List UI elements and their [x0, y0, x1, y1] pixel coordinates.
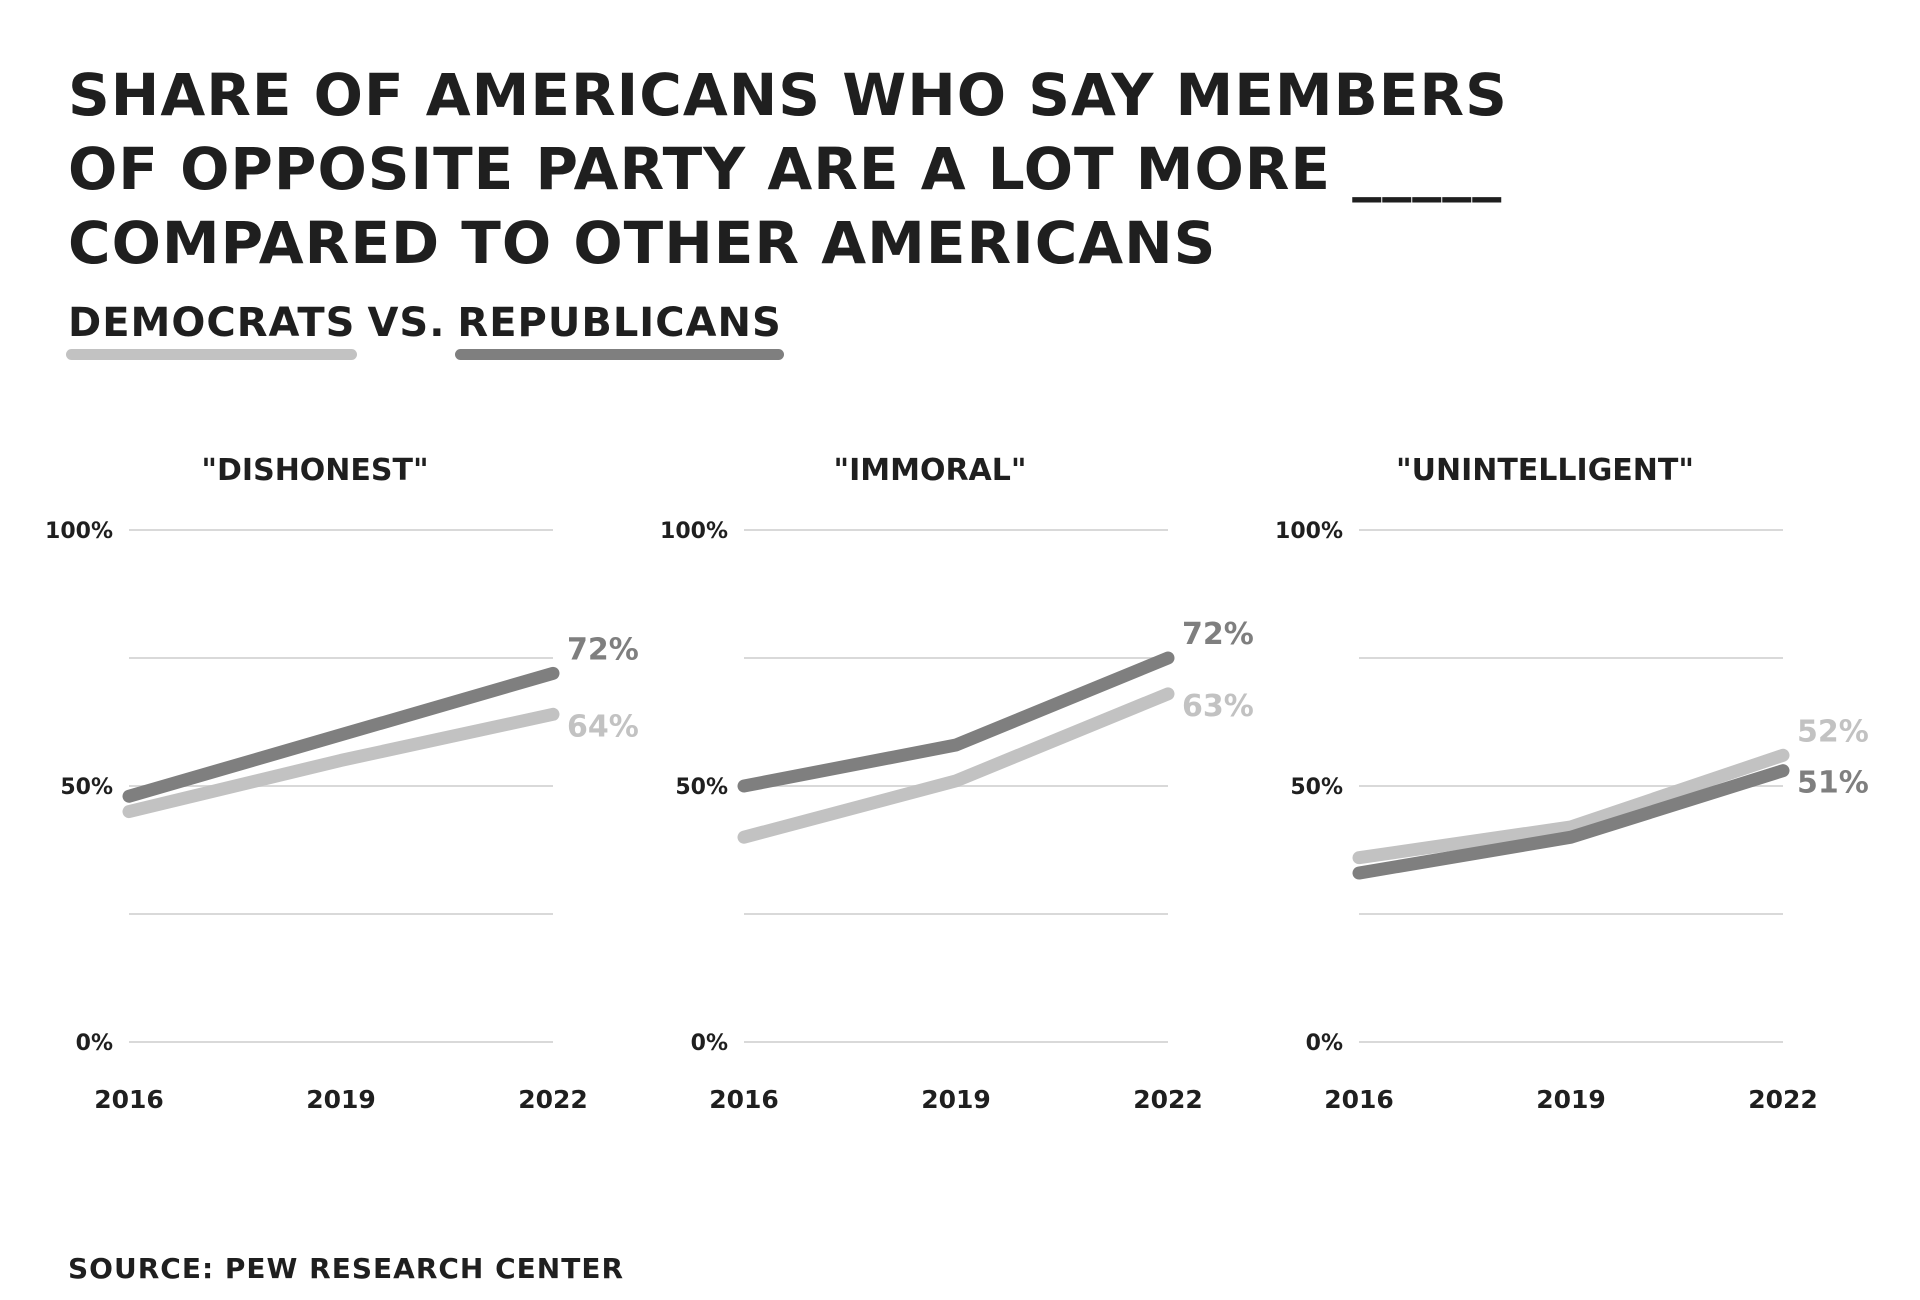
legend-republicans-label: REPUBLICANS	[457, 300, 782, 346]
panel-title: "IMMORAL"	[833, 453, 1026, 488]
series-line-democrats	[737, 687, 1175, 844]
legend-republicans: REPUBLICANS	[455, 300, 784, 360]
chart-panel-3: "UNINTELLIGENT" 100% 50% 0% 2016 2019 2022 52% 5…	[1275, 453, 1869, 1114]
y-tick-label: 50%	[60, 775, 113, 800]
source-note: SOURCE: PEW RESEARCH CENTER	[68, 1252, 625, 1285]
series-line-republicans	[122, 666, 560, 803]
y-tick-label: 50%	[675, 775, 728, 800]
y-tick-label: 100%	[45, 519, 113, 544]
x-tick-label: 2019	[921, 1085, 991, 1114]
end-label-republicans: 51%	[1797, 766, 1869, 801]
title-line-2: OF OPPOSITE PARTY ARE A LOT MORE _____	[68, 135, 1503, 203]
legend-democrats-label: DEMOCRATS	[68, 300, 356, 346]
panel-title: "DISHONEST"	[201, 453, 428, 488]
subtitle-legend: DEMOCRATS VS. REPUBLICANS	[66, 300, 784, 360]
x-tick-label: 2016	[94, 1085, 164, 1114]
end-label-democrats: 63%	[1182, 689, 1254, 724]
y-tick-label: 0%	[76, 1031, 113, 1056]
series-line-republicans	[1352, 764, 1790, 880]
end-label-democrats: 64%	[567, 709, 639, 744]
x-tick-label: 2016	[709, 1085, 779, 1114]
legend-democrats: DEMOCRATS	[66, 300, 358, 360]
series-line-democrats	[1352, 748, 1790, 865]
small-multiples-charts: "DISHONEST"100%50%0%2016 2019 202264%72%"I…	[45, 453, 1869, 1114]
y-tick-label: 50%	[1290, 775, 1343, 800]
series-line-republicans	[737, 651, 1175, 793]
series-line-democrats	[122, 707, 560, 819]
y-tick-label: 100%	[660, 519, 728, 544]
legend-democrats-swatch	[66, 349, 358, 360]
legend-republicans-swatch	[455, 349, 784, 360]
x-tick-label: 2019	[1536, 1085, 1606, 1114]
y-tick-label: 100%	[1275, 519, 1343, 544]
end-label-democrats: 52%	[1797, 714, 1869, 749]
x-tick-label: 2019	[306, 1085, 376, 1114]
title-line-1: SHARE OF AMERICANS WHO SAY MEMBERS	[68, 61, 1508, 129]
panel-title: "UNINTELLIGENT"	[1396, 453, 1694, 488]
y-tick-label: 0%	[691, 1031, 728, 1056]
chart-panel-1: "DISHONEST" 100% 50% 0% 2016 2019 2022 64% 72%	[45, 453, 639, 1114]
y-tick-label: 0%	[1306, 1031, 1343, 1056]
title-line-3: COMPARED TO OTHER AMERICANS	[68, 209, 1217, 277]
end-label-republicans: 72%	[1182, 617, 1254, 652]
chart-title: SHARE OF AMERICANS WHO SAY MEMBERS OF OP…	[68, 58, 1568, 280]
x-tick-label: 2022	[1133, 1085, 1203, 1114]
legend-vs-label: VS.	[367, 300, 446, 346]
x-tick-label: 2022	[518, 1085, 588, 1114]
x-tick-label: 2022	[1748, 1085, 1818, 1114]
end-label-republicans: 72%	[567, 632, 639, 667]
x-tick-label: 2016	[1324, 1085, 1394, 1114]
chart-panel-2: "IMMORAL" 100% 50% 0% 2016 2019 2022 63% 72%	[660, 453, 1254, 1114]
